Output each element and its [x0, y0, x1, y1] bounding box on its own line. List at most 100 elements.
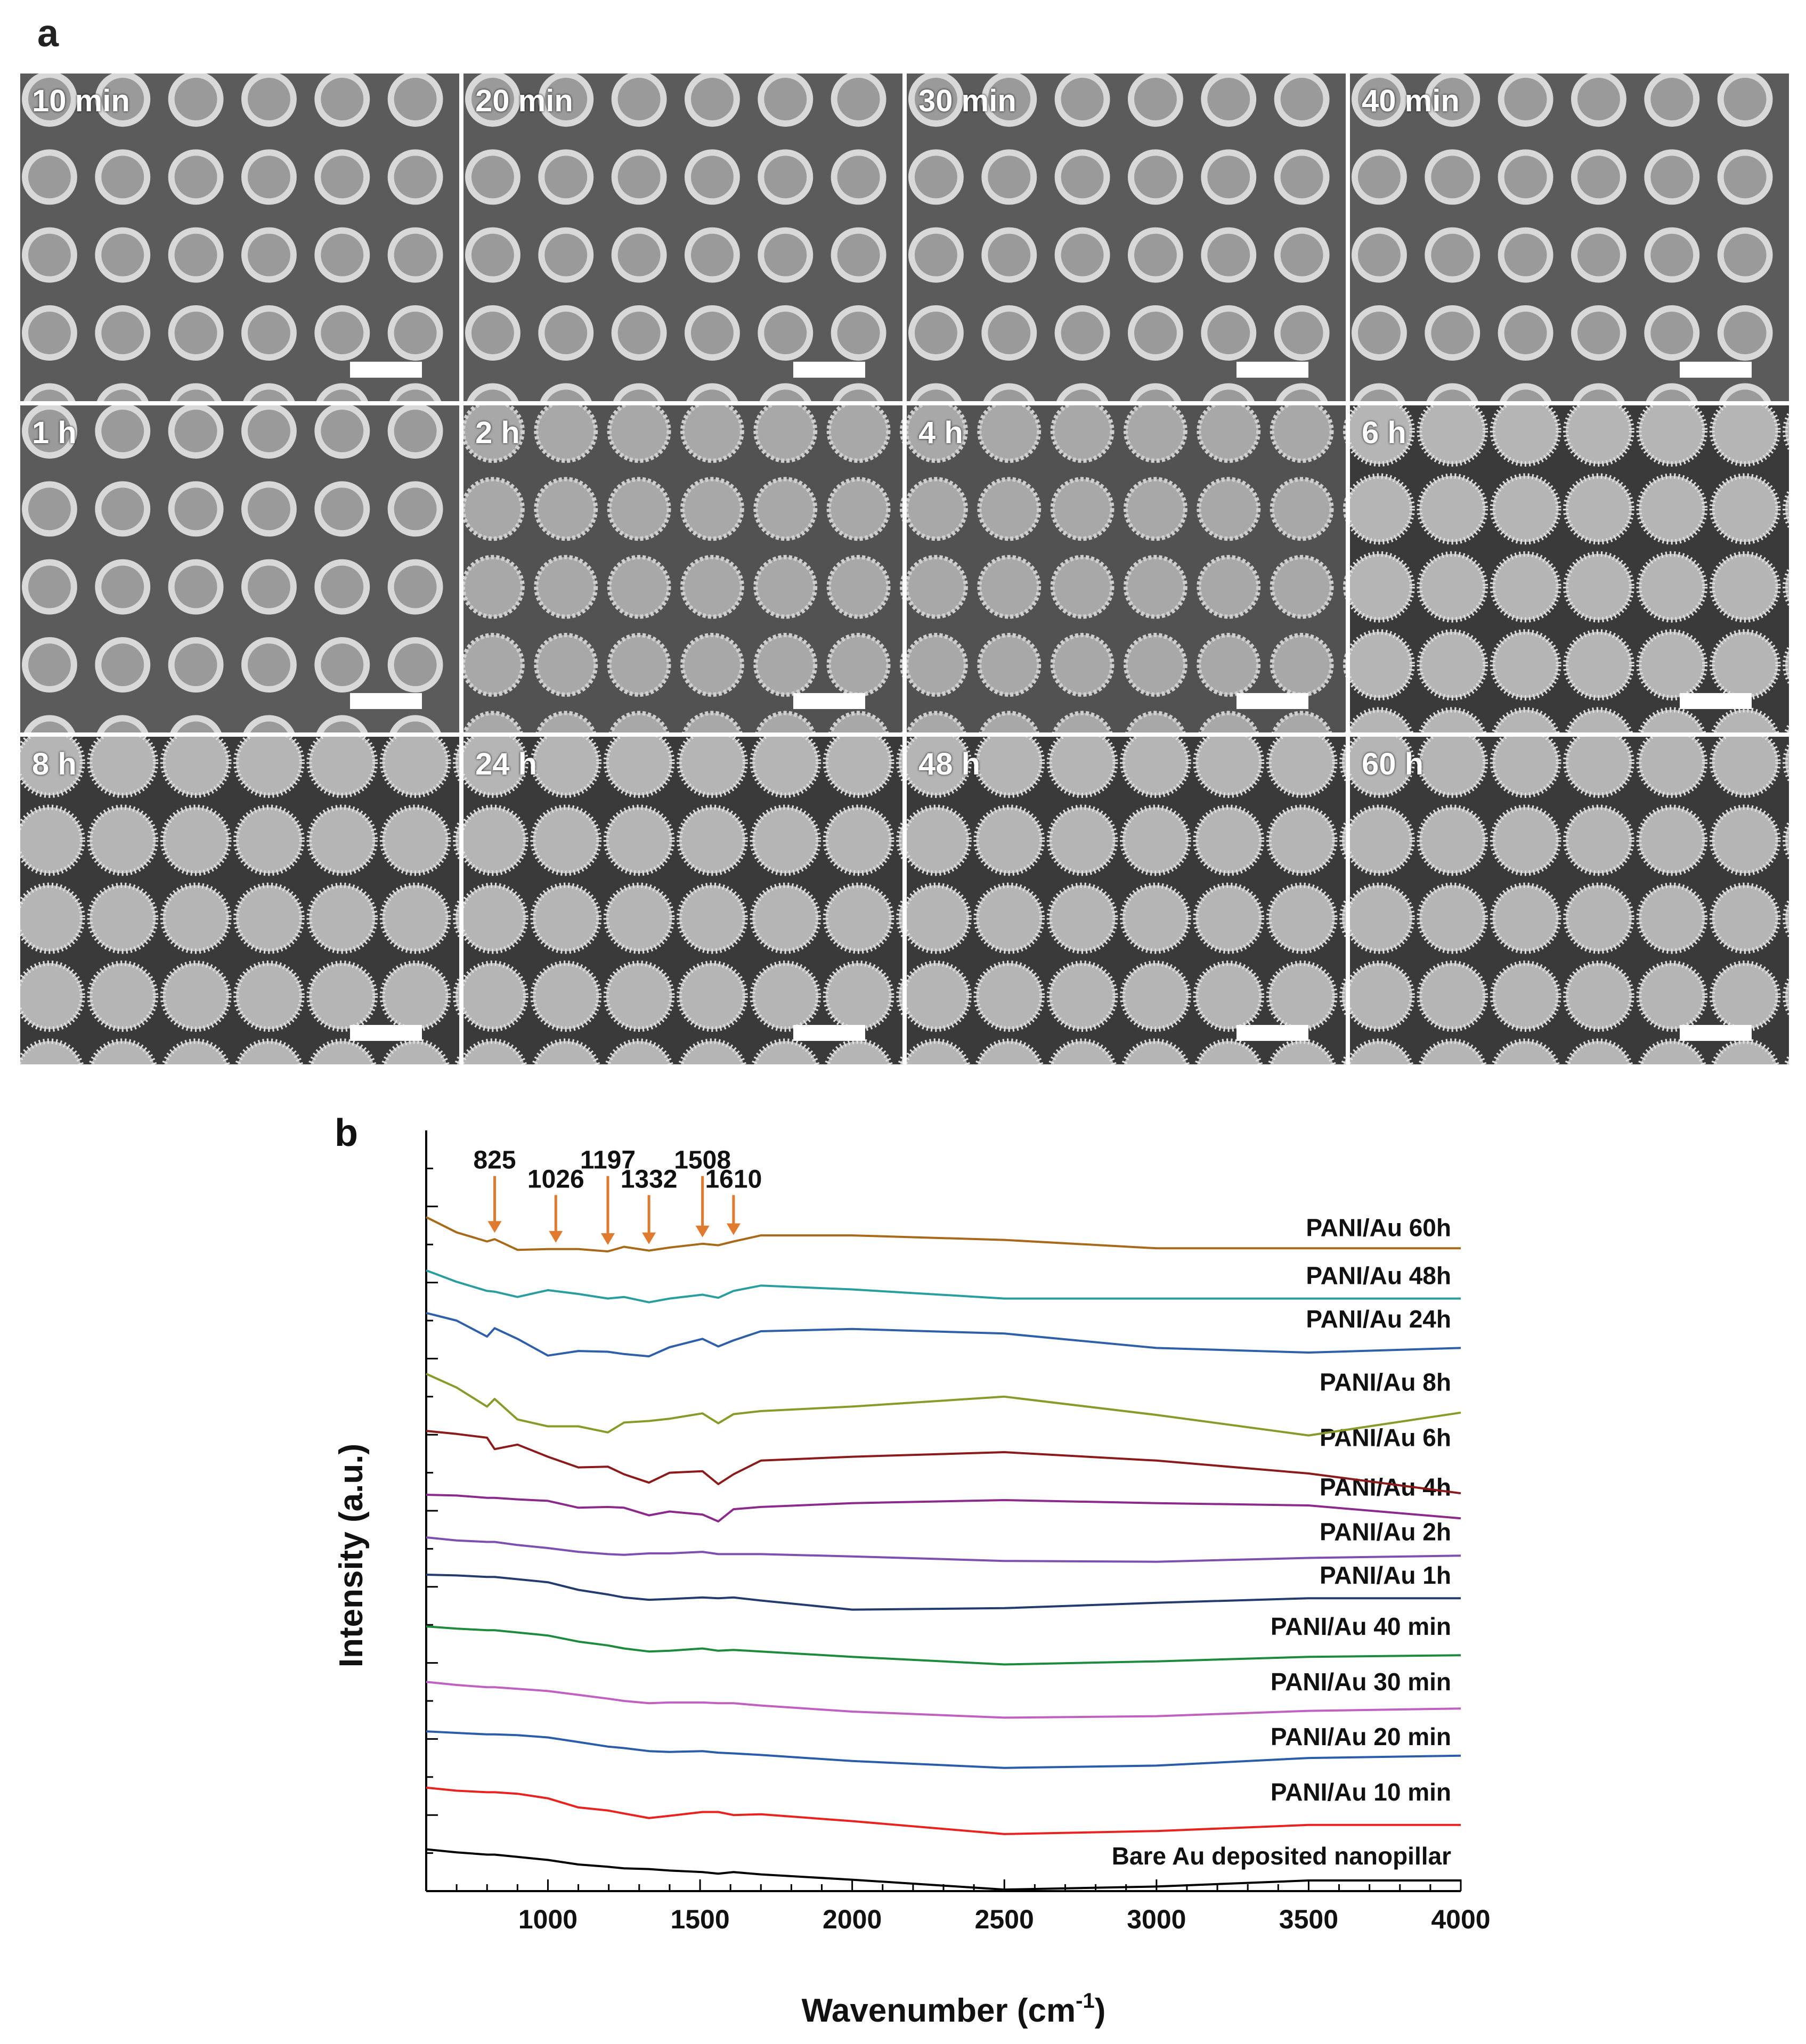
nanopillar [379, 737, 451, 799]
nanopillar [907, 555, 968, 619]
sem-micrograph [463, 74, 902, 401]
nanopillar [21, 305, 77, 361]
nanopillar [1124, 555, 1187, 619]
nanopillar [1197, 477, 1261, 541]
nanopillar [1274, 305, 1330, 361]
nanopillar [750, 883, 821, 954]
sem-micrograph [1350, 74, 1789, 401]
nanopillar [1350, 960, 1415, 1032]
nanopillar [1709, 960, 1781, 1032]
nanopillar [1339, 898, 1346, 939]
nanopillar [607, 632, 671, 697]
nanopillar [87, 960, 159, 1032]
series-label: PANI/Au 6h [1320, 1424, 1451, 1452]
nanopillar [538, 305, 594, 361]
nanopillar [826, 405, 891, 463]
nanopillar [168, 405, 224, 459]
nanopillar [1783, 566, 1789, 607]
nanopillar [973, 804, 1045, 876]
nanopillar [1127, 149, 1183, 205]
nanopillar [168, 74, 224, 127]
nanopillar [1491, 1038, 1560, 1064]
nanopillar [823, 737, 894, 799]
nanopillar [1709, 737, 1781, 799]
series-line [426, 1312, 1461, 1358]
nanopillar [758, 149, 813, 205]
nanopillar [977, 405, 1042, 463]
nanopillar [1417, 960, 1488, 1032]
nanopillar [1050, 555, 1114, 619]
nanopillar [23, 715, 76, 733]
nanopillar [1339, 742, 1346, 783]
sem-tile-label: 1 h [32, 415, 77, 450]
nanopillar [975, 1038, 1044, 1064]
nanopillar [1719, 383, 1771, 401]
nanopillar [1350, 551, 1415, 623]
scale-bar [1236, 1025, 1308, 1041]
nanopillar [1417, 551, 1488, 623]
nanopillar [463, 737, 528, 799]
nanopillar [387, 405, 443, 459]
nanopillar [463, 405, 525, 463]
nanopillar [981, 227, 1037, 283]
sem-background [1350, 74, 1789, 401]
nanopillar [686, 383, 738, 401]
nanopillar [907, 883, 972, 954]
nanopillar [95, 305, 151, 361]
nanopillar [168, 305, 224, 361]
nanopillar [1783, 644, 1789, 685]
nanopillar [833, 383, 885, 401]
x-tick-label: 2000 [823, 1904, 882, 1934]
nanopillar [1270, 477, 1334, 541]
nanopillar [1127, 227, 1183, 283]
sem-tile: 40 min [1350, 74, 1789, 401]
nanopillar [88, 1038, 157, 1064]
nanopillar [1350, 737, 1415, 799]
nanopillar [1638, 1038, 1706, 1064]
peak-arrow-head [642, 1232, 656, 1244]
scale-bar [350, 693, 422, 710]
sem-tile-label: 48 h [918, 747, 981, 782]
nanopillar [1646, 383, 1698, 401]
sem-tile: 10 min [20, 74, 459, 401]
nanopillar [1783, 410, 1789, 451]
scale-bar [793, 361, 865, 378]
nanopillar [973, 883, 1045, 954]
nanopillar [826, 477, 891, 541]
nanopillar [233, 737, 305, 799]
nanopillar [1573, 383, 1625, 401]
nanopillar [534, 477, 598, 541]
nanopillar [379, 960, 451, 1032]
nanopillar [387, 227, 443, 283]
nanopillar [538, 74, 594, 127]
series-label: PANI/Au 10 min [1271, 1778, 1451, 1806]
sem-tile: 24 h [463, 737, 902, 1064]
nanopillar [1350, 405, 1415, 467]
nanopillar [607, 477, 671, 541]
nanopillar [87, 883, 159, 954]
nanopillar [1717, 227, 1773, 283]
nanopillar [1197, 555, 1261, 619]
nanopillar [907, 711, 966, 733]
nanopillar [241, 74, 297, 127]
nanopillar [1417, 629, 1488, 701]
nanopillar [241, 305, 297, 361]
nanopillar [160, 804, 232, 876]
nanopillar [678, 1038, 747, 1064]
sem-micrograph [20, 405, 459, 733]
nanopillar [1129, 383, 1182, 401]
sem-tile-label: 30 min [918, 84, 1016, 118]
nanopillar [387, 559, 443, 615]
nanopillar [168, 227, 224, 283]
nanopillar [1351, 305, 1407, 361]
nanopillar [1638, 707, 1706, 733]
sem-tile-label: 24 h [475, 747, 538, 782]
nanopillar [1054, 305, 1110, 361]
nanopillar [1350, 629, 1415, 701]
nanopillar [1050, 477, 1114, 541]
nanopillar [1717, 149, 1773, 205]
nanopillar [1425, 149, 1480, 205]
nanopillar [21, 149, 77, 205]
nanopillar [314, 74, 370, 127]
nanopillar [1563, 737, 1634, 799]
